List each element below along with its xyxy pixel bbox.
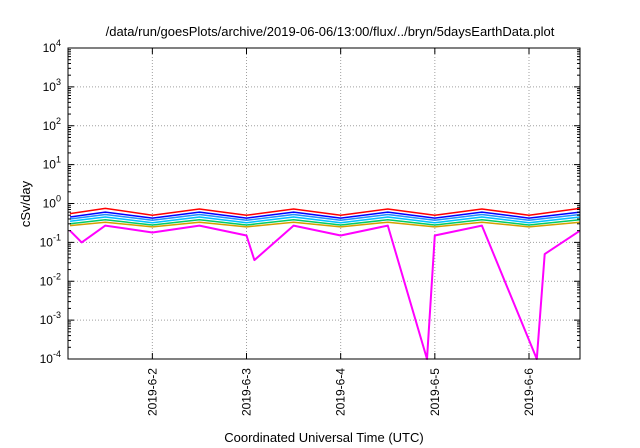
y-tick-label: 10-4 [40, 349, 61, 366]
series-line-3 [69, 213, 581, 222]
y-axis-label: cSv/day [18, 180, 33, 227]
series-line-5 [69, 219, 581, 226]
x-tick-label: 2019-6-2 [145, 368, 159, 416]
ticks: 10-4 10-3 10-2 10-1 100 101 102 103 104 2019-6-2 2… [40, 38, 580, 416]
y-tick-label: 10-1 [40, 232, 61, 249]
y-tick-label: 104 [43, 38, 61, 55]
series-line-7 [69, 224, 581, 360]
y-tick-label: 10-3 [40, 310, 61, 327]
x-tick-label: 2019-6-4 [334, 368, 348, 416]
series-line-4 [69, 216, 581, 224]
x-tick-label: 2019-6-6 [522, 368, 536, 416]
chart-title: /data/run/goesPlots/archive/2019-06-06/1… [106, 24, 555, 39]
y-tick-label: 101 [43, 155, 61, 172]
series-group [69, 207, 581, 360]
grid-lines [68, 48, 580, 359]
series-line-2 [69, 211, 581, 219]
y-tick-label: 102 [43, 116, 61, 133]
y-tick-label: 103 [43, 77, 61, 94]
y-tick-label: 10-2 [40, 271, 61, 288]
x-tick-label: 2019-6-5 [428, 368, 442, 416]
x-tick-label: 2019-6-3 [240, 368, 254, 416]
y-tick-label: 100 [43, 194, 61, 211]
series-line-6 [69, 221, 581, 228]
x-axis-label: Coordinated Universal Time (UTC) [224, 430, 423, 445]
series-line-1 [69, 207, 581, 216]
